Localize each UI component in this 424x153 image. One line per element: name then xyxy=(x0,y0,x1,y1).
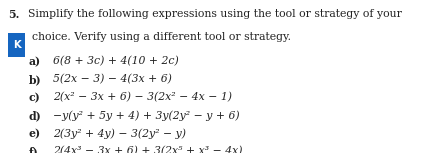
Text: a): a) xyxy=(29,56,41,67)
Text: 5.: 5. xyxy=(8,9,19,20)
Text: 2(3y² + 4y) − 3(2y² − y): 2(3y² + 4y) − 3(2y² − y) xyxy=(53,128,186,139)
Text: 2(x² − 3x + 6) − 3(2x² − 4x − 1): 2(x² − 3x + 6) − 3(2x² − 4x − 1) xyxy=(53,92,232,102)
Text: 6(8 + 3c) + 4(10 + 2c): 6(8 + 3c) + 4(10 + 2c) xyxy=(53,56,179,66)
Text: f): f) xyxy=(29,146,39,153)
Text: Simplify the following expressions using the tool or strategy of your: Simplify the following expressions using… xyxy=(28,9,402,19)
Text: choice. Verify using a different tool or strategy.: choice. Verify using a different tool or… xyxy=(32,32,291,42)
Text: c): c) xyxy=(29,92,41,103)
Text: −y(y² + 5y + 4) + 3y(2y² − y + 6): −y(y² + 5y + 4) + 3y(2y² − y + 6) xyxy=(53,110,240,121)
FancyBboxPatch shape xyxy=(8,33,25,57)
Text: K: K xyxy=(13,40,20,50)
Text: 2(4x³ − 3x + 6) + 3(2x⁵ + x³ − 4x): 2(4x³ − 3x + 6) + 3(2x⁵ + x³ − 4x) xyxy=(53,146,243,153)
Text: 5(2x − 3) − 4(3x + 6): 5(2x − 3) − 4(3x + 6) xyxy=(53,74,172,84)
Text: d): d) xyxy=(29,110,42,121)
Text: b): b) xyxy=(29,74,42,85)
Text: e): e) xyxy=(29,128,41,139)
